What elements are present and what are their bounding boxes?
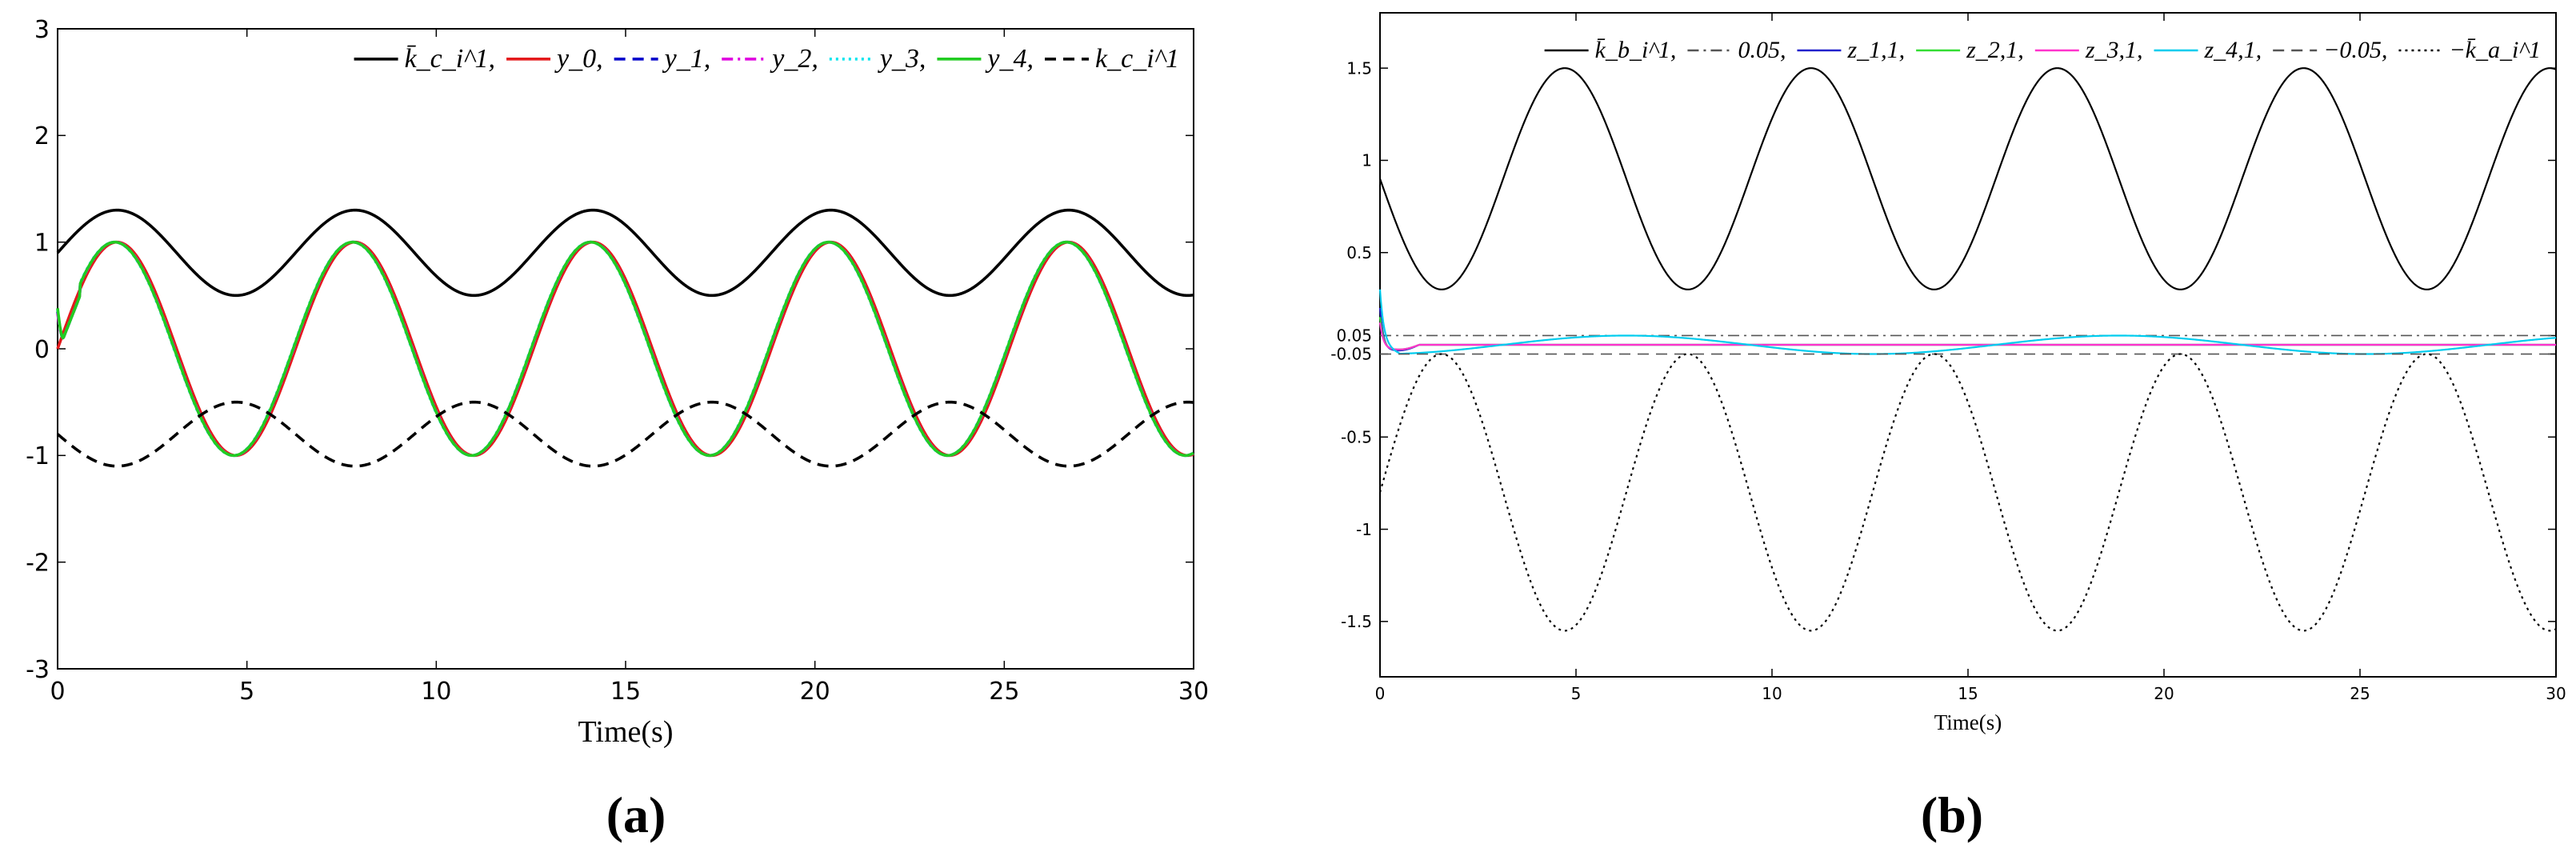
chart-a-legend-label-4: y_3, xyxy=(878,44,926,74)
chart-a-legend-label-6: k_c_i^1 xyxy=(1095,44,1179,74)
chart-a-x-tick-label: 30 xyxy=(1178,678,1209,706)
chart-b-legend-label-3: z_2,1, xyxy=(1966,37,2024,63)
chart-b-series xyxy=(1378,67,2557,632)
chart-a-y-tick-label: -3 xyxy=(26,656,50,684)
chart-b-legend: k̄_b_i^1, 0.05, z_1,1, z_2,1, z_3,1, z_4,1, −0… xyxy=(1544,37,2541,63)
chart-b-x-tick-label: 25 xyxy=(2350,684,2370,703)
chart-a-x-tick-label: 20 xyxy=(800,678,830,706)
chart-a-legend-label-5: y_4, xyxy=(985,44,1034,74)
chart-b-y-tick-label: -0.5 xyxy=(1341,427,1372,446)
chart-a-x-tick-label: 15 xyxy=(610,678,641,706)
chart-a-legend-label-2: y_1, xyxy=(662,44,711,74)
chart-a-legend-label-3: y_2, xyxy=(770,44,818,74)
chart-a-series xyxy=(56,208,1194,468)
chart-a-plot-frame xyxy=(57,28,1194,670)
chart-a-x-tick-label: 10 xyxy=(421,678,451,706)
caption-a: (a) xyxy=(606,786,666,843)
chart-b-y-tick-label: 1.5 xyxy=(1346,58,1372,78)
chart-a-x-tick-label: 25 xyxy=(989,678,1019,706)
chart-b-legend-label-7: −k̄_a_i^1 xyxy=(2449,37,2541,63)
chart-b-x-axis-label: Time(s) xyxy=(1934,710,2002,734)
chart-b-x-tick-label: 0 xyxy=(1375,684,1386,703)
chart-b: 0 5 10 15 20 25 30 1.5 1 0.5 0.05-0.05 -0.5 -1 -1.5 k… xyxy=(1330,12,2566,843)
chart-b-legend-label-1: 0.05, xyxy=(1738,37,1786,63)
chart-a-legend: k̄_c_i^1, y_0, y_1, y_2, y_3, y_4, k_c_i^1 xyxy=(354,44,1179,74)
chart-b-y-tick-label: -1 xyxy=(1356,520,1372,539)
chart-a-series-line-5 xyxy=(56,240,1194,458)
chart-b-series-line-4 xyxy=(1378,322,2557,350)
chart-b-axes: 0 5 10 15 20 25 30 1.5 1 0.5 0.05-0.05 -0.5 -1 -1.5 xyxy=(1330,13,2566,703)
chart-b-x-tick-label: 20 xyxy=(2154,684,2174,703)
chart-a-y-tick-label: -2 xyxy=(26,549,50,577)
chart-b-legend-label-0: k̄_b_i^1, xyxy=(1595,37,1677,63)
chart-b-y-tick-label: 0.5 xyxy=(1346,243,1372,262)
chart-b-legend-label-5: z_4,1, xyxy=(2204,37,2262,63)
chart-b-x-tick-label: 30 xyxy=(2546,684,2566,703)
chart-a-y-tick-label: 2 xyxy=(34,122,50,150)
chart-b-x-tick-label: 10 xyxy=(1762,684,1782,703)
chart-a-series-line-0 xyxy=(56,208,1194,298)
chart-b-y-tick-label: -0.05 xyxy=(1330,345,1372,364)
chart-a-x-axis-label: Time(s) xyxy=(578,715,674,749)
chart-a-x-tick-label: 5 xyxy=(239,678,254,706)
chart-b-y-tick-label: 1 xyxy=(1362,151,1372,170)
chart-b-legend-label-2: z_1,1, xyxy=(1846,37,1905,63)
chart-b-series-line-0 xyxy=(1378,67,2557,290)
chart-b-x-tick-label: 5 xyxy=(1571,684,1582,703)
chart-b-x-tick-label: 15 xyxy=(1958,684,1978,703)
chart-b-y-tick-label: 0.05 xyxy=(1336,326,1372,346)
chart-a-legend-label-1: y_0, xyxy=(554,44,603,74)
chart-b-legend-label-4: z_3,1, xyxy=(2085,37,2143,63)
caption-b: (b) xyxy=(1921,786,1983,843)
chart-b-series-line-7 xyxy=(1378,353,2557,632)
chart-a-legend-label-0: k̄_c_i^1, xyxy=(405,44,495,74)
chart-b-y-tick-label: -1.5 xyxy=(1341,612,1372,631)
chart-a-y-tick-label: -1 xyxy=(26,442,50,470)
chart-a-y-tick-label: 0 xyxy=(34,336,50,364)
chart-a-y-tick-label: 1 xyxy=(34,229,50,257)
chart-a-x-tick-label: 0 xyxy=(50,678,65,706)
chart-b-legend-label-6: −0.05, xyxy=(2323,37,2387,63)
chart-a-y-tick-label: 3 xyxy=(34,16,50,44)
